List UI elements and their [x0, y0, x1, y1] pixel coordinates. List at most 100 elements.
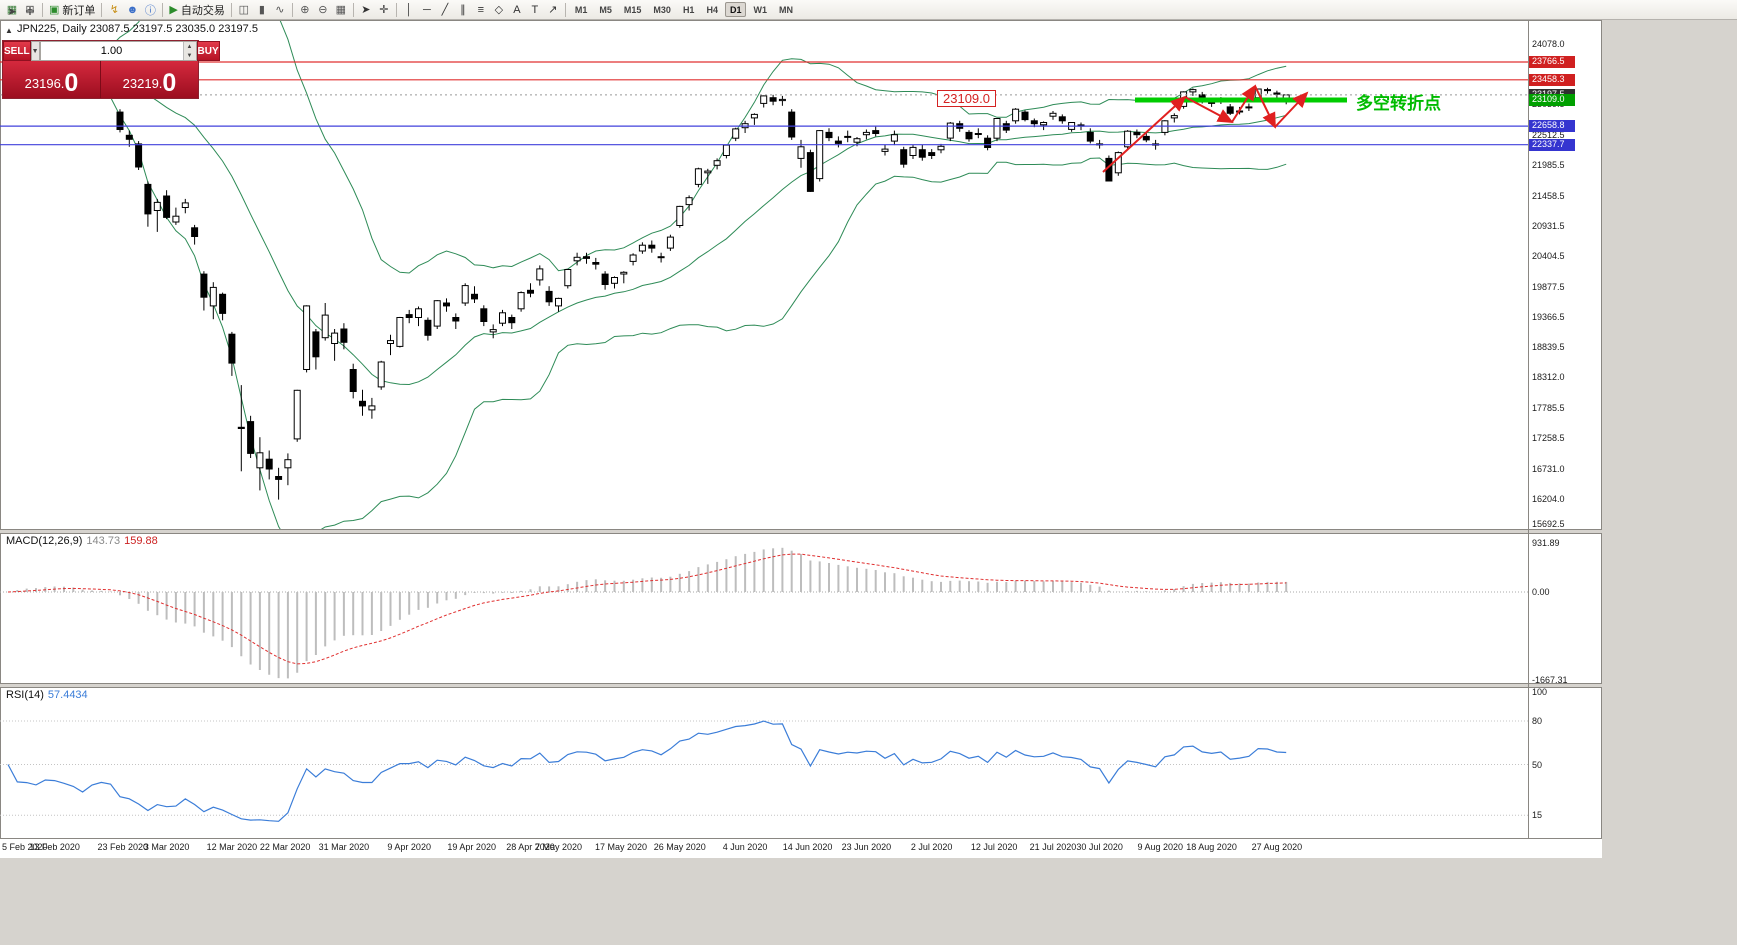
chart-search-icon: ⊞	[25, 4, 35, 16]
line-chart-icon[interactable]: ∿	[271, 1, 289, 18]
chart-search-icon[interactable]: ⊞	[21, 1, 39, 18]
data-window-icon[interactable]: ⓘ	[141, 1, 159, 18]
zoom-in-icon: ⊕	[300, 4, 310, 16]
date-label: 2 Jul 2020	[910, 842, 953, 852]
toolbar-separator	[564, 2, 566, 17]
fibonacci-icon[interactable]: ≡	[472, 1, 490, 18]
crosshair-icon[interactable]: ✛	[375, 1, 393, 18]
label-icon[interactable]: T	[526, 1, 544, 18]
cursor-icon[interactable]: ➤	[357, 1, 375, 18]
trendline-icon[interactable]: ╱	[436, 1, 454, 18]
timeframe-H4[interactable]: H4	[706, 4, 718, 15]
date-label: 17 May 2020	[594, 842, 647, 852]
volume-down-icon[interactable]: ▼	[183, 51, 196, 60]
price-tag: 22658.8	[1529, 120, 1575, 133]
rsi-name: RSI(14)	[6, 689, 44, 701]
date-label: 7 May 2020	[534, 842, 582, 852]
arrow-tools-icon[interactable]: ↗	[544, 1, 562, 18]
toolbar-separator	[162, 2, 164, 17]
macd-axis-label: 0.00	[1532, 587, 1550, 597]
market-watch-icon[interactable]: ☻	[123, 1, 141, 18]
zoom-out-icon[interactable]: ⊖	[314, 1, 332, 18]
volume-input[interactable]	[40, 42, 183, 60]
y-axis-label: 16731.0	[1532, 463, 1565, 474]
vertical-line-icon[interactable]: │	[400, 1, 418, 18]
rsi-axis-label: 50	[1532, 759, 1543, 770]
panel-separator-macd[interactable]	[0, 529, 1602, 534]
volume-dropdown-icon[interactable]: ▼	[30, 41, 40, 61]
time-axis-strip	[0, 838, 1602, 858]
shapes-icon: ◇	[494, 4, 504, 16]
macd-main-value: 143.73	[86, 535, 121, 547]
turning-point-annotation: 多空转折点	[1356, 94, 1441, 113]
line-chart-icon: ∿	[275, 4, 285, 16]
text-icon[interactable]: A	[508, 1, 526, 18]
date-label: 9 Aug 2020	[1137, 842, 1184, 852]
timeframe-M1[interactable]: M1	[574, 4, 588, 15]
crosshair-icon: ✛	[379, 4, 389, 16]
new-order-button[interactable]: ▣ 新订单	[46, 1, 98, 18]
y-axis-label: 20404.5	[1532, 251, 1565, 262]
date-label: 23 Feb 2020	[97, 842, 149, 852]
rsi-label: RSI(14) 57.4434	[6, 689, 92, 701]
label-icon: T	[531, 3, 539, 16]
timeframe-D1[interactable]: D1	[724, 2, 747, 17]
collapse-trade-panel-icon[interactable]: ▲	[5, 26, 13, 35]
zoom-in-icon[interactable]: ⊕	[296, 1, 314, 18]
macd-signal-value: 159.88	[124, 535, 158, 547]
volume-up-icon[interactable]: ▲	[183, 42, 196, 51]
timeframe-M30[interactable]: M30	[653, 4, 671, 15]
candlestick-chart-icon[interactable]: ▮	[253, 1, 271, 18]
timeframe-M15[interactable]: M15	[623, 4, 642, 15]
date-label: 19 Apr 2020	[447, 842, 496, 852]
one-click-trading-panel: SELL ▼ ▲ ▼ BUY 23196. 0 23219. 0	[2, 40, 220, 99]
chart-window-icon[interactable]: ▦	[3, 1, 21, 18]
new-order-icon: ▣	[49, 4, 60, 16]
date-label: 4 Jun 2020	[722, 842, 768, 852]
grab-icon[interactable]: ✛	[25, 5, 35, 18]
volume-box: ▲ ▼	[39, 41, 197, 61]
date-label: 9 Apr 2020	[387, 842, 431, 852]
pointer-icon[interactable]: ➤	[7, 5, 17, 18]
toolbar-separator	[101, 2, 103, 17]
metaeditor-icon[interactable]: ↯	[105, 1, 123, 18]
date-label: 31 Mar 2020	[318, 842, 370, 852]
panel-separator-rsi[interactable]	[0, 683, 1602, 688]
price-annotation-box: 23109.0	[937, 90, 996, 107]
bid-price[interactable]: 23196. 0	[3, 61, 100, 98]
sell-button[interactable]: SELL	[3, 41, 31, 61]
shapes-icon[interactable]: ◇	[490, 1, 508, 18]
macd-label: MACD(12,26,9) 143.73 159.88	[6, 535, 162, 547]
channel-icon: ∥	[460, 4, 466, 16]
horizontal-line-icon[interactable]: ─	[418, 1, 436, 18]
y-axis-label: 19877.5	[1532, 281, 1565, 292]
y-axis-label: 17785.5	[1532, 402, 1565, 413]
tile-windows-icon[interactable]: ▦	[332, 1, 350, 18]
horizontal-line-icon: ─	[422, 3, 431, 16]
new-order-label: 新订单	[62, 4, 96, 17]
timeframe-M5[interactable]: M5	[599, 4, 612, 15]
date-label: 13 Feb 2020	[29, 842, 80, 852]
date-label: 27 Aug 2020	[1251, 842, 1303, 852]
trendline-icon: ╱	[441, 4, 449, 16]
buy-button[interactable]: BUY	[196, 41, 220, 61]
timeframe-W1[interactable]: W1	[753, 4, 767, 15]
timeframe-MN[interactable]: MN	[778, 4, 793, 15]
bar-chart-icon[interactable]: ◫	[235, 1, 253, 18]
date-label: 14 Jun 2020	[782, 842, 833, 852]
rsi-axis-label: 80	[1532, 716, 1543, 726]
zoom-out-icon: ⊖	[318, 4, 328, 16]
ask-price[interactable]: 23219. 0	[100, 61, 198, 98]
y-axis-label: 17258.5	[1532, 433, 1565, 444]
timeframe-H1[interactable]: H1	[682, 4, 695, 15]
channel-icon[interactable]: ∥	[454, 1, 472, 18]
price-axis-border	[1528, 20, 1529, 838]
fibonacci-icon: ≡	[477, 3, 485, 16]
bar-chart-icon: ◫	[238, 4, 250, 16]
data-window-icon: ⓘ	[144, 4, 156, 17]
autotrading-button[interactable]: ▶ 自动交易	[166, 1, 227, 18]
price-tag: 23766.5	[1529, 56, 1575, 69]
date-label: 23 Jun 2020	[841, 842, 892, 852]
